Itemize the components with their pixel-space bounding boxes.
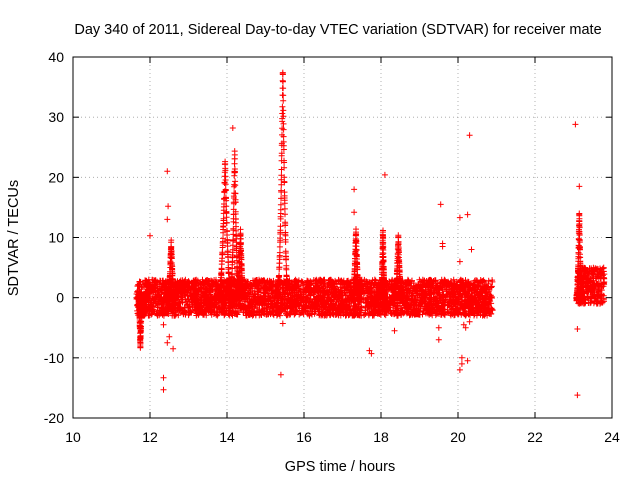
x-tick-label: 22	[527, 429, 543, 445]
x-tick-label: 24	[604, 429, 620, 445]
x-tick-label: 12	[142, 429, 158, 445]
axis-ticks: 10 12 14 16 18 20 22 24 -20 -10 0 10 20 30 40	[44, 49, 620, 445]
x-tick-label: 10	[65, 429, 81, 445]
x-tick-label: 18	[373, 429, 389, 445]
x-axis-label: GPS time / hours	[285, 459, 395, 475]
x-tick-label: 14	[219, 429, 235, 445]
y-tick-label: 40	[48, 49, 64, 65]
scatter-markers	[133, 69, 608, 399]
x-tick-label: 20	[450, 429, 466, 445]
y-tick-label: 10	[48, 230, 64, 246]
y-tick-label: 0	[56, 290, 64, 306]
grid-lines	[73, 57, 612, 418]
y-tick-label: -20	[44, 410, 64, 426]
y-axis-label: SDTVAR / TECUs	[6, 180, 22, 296]
y-tick-label: -10	[44, 350, 64, 366]
chart-title: Day 340 of 2011, Sidereal Day-to-day VTE…	[74, 22, 601, 38]
data-points	[133, 69, 608, 399]
y-tick-label: 20	[48, 169, 64, 185]
y-tick-label: 30	[48, 109, 64, 125]
x-tick-label: 16	[296, 429, 312, 445]
